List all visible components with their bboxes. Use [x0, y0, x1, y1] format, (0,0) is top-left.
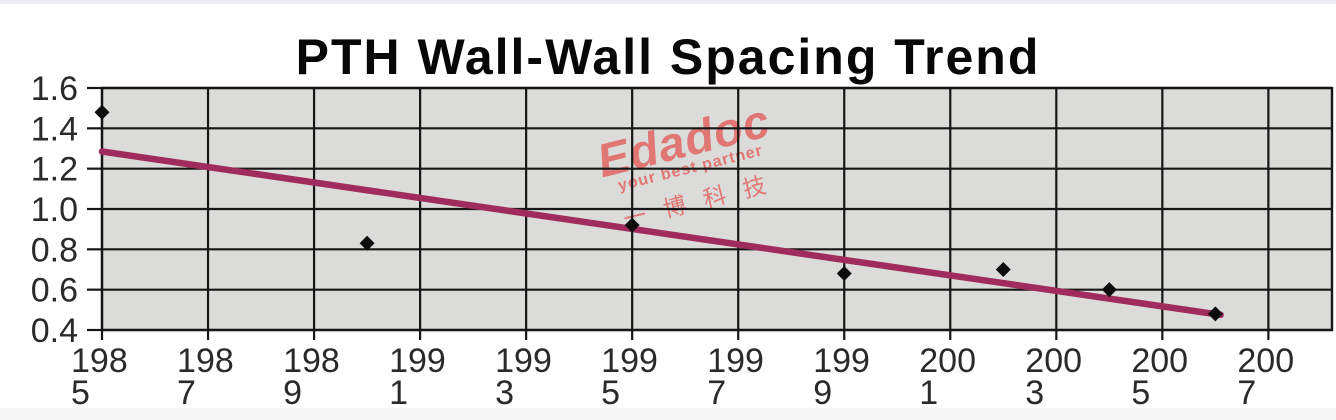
data-point-marker: [995, 262, 1011, 277]
x-tick-label-line2: 3: [495, 374, 514, 412]
x-tick-label-line1: 199: [813, 342, 870, 380]
x-tick-label-line1: 199: [601, 342, 658, 380]
x-tick-label-line2: 7: [177, 374, 196, 412]
x-tick-label-line1: 200: [919, 342, 976, 380]
x-tick-label-line2: 9: [283, 374, 302, 412]
x-tick-label-line2: 9: [813, 374, 832, 412]
axis-ticks: [87, 86, 1270, 340]
x-tick-label-line1: 198: [283, 342, 340, 380]
x-tick-label-line2: 5: [1131, 374, 1150, 412]
y-tick-label: 1.6: [31, 70, 78, 108]
y-tick-label: 0.4: [31, 312, 78, 350]
data-point-marker: [94, 104, 110, 120]
data-point-marker: [1101, 282, 1117, 298]
y-tick-label: 1.0: [31, 191, 78, 229]
x-tick-label-line1: 198: [71, 342, 128, 380]
x-tick-label-line2: 3: [1025, 374, 1044, 412]
data-point-marker: [359, 235, 375, 251]
y-tick-label: 1.2: [31, 151, 78, 189]
x-tick-label-line2: 1: [389, 374, 408, 412]
data-point-marker: [1207, 306, 1223, 322]
axis-labels: 1.61.41.21.00.80.60.41985198719891991199…: [31, 70, 1294, 412]
x-tick-label-line2: 1: [919, 374, 938, 412]
x-tick-label-line2: 5: [71, 374, 90, 412]
x-tick-label-line1: 200: [1131, 342, 1188, 380]
bottom-edge-strip: [0, 408, 1336, 420]
x-tick-label-line1: 200: [1237, 342, 1294, 380]
x-tick-label-line1: 199: [495, 342, 552, 380]
x-tick-label-line1: 199: [707, 342, 764, 380]
trend-line: [98, 148, 1224, 319]
y-tick-label: 1.4: [31, 110, 78, 148]
data-point-marker: [836, 266, 852, 282]
y-tick-label: 0.6: [31, 272, 78, 310]
x-tick-label-line2: 7: [707, 374, 726, 412]
top-edge-strip: [0, 0, 1336, 4]
x-tick-label-line1: 198: [177, 342, 234, 380]
x-tick-label-line2: 5: [601, 374, 620, 412]
data-series: [94, 104, 1224, 322]
x-tick-label-line1: 199: [389, 342, 446, 380]
x-tick-label-line2: 7: [1237, 374, 1256, 412]
data-point-marker: [624, 217, 640, 233]
chart-title: PTH Wall-Wall Spacing Trend: [295, 29, 1041, 85]
x-tick-label-line1: 200: [1025, 342, 1082, 380]
y-tick-label: 0.8: [31, 231, 78, 269]
gridlines: [100, 86, 1334, 332]
